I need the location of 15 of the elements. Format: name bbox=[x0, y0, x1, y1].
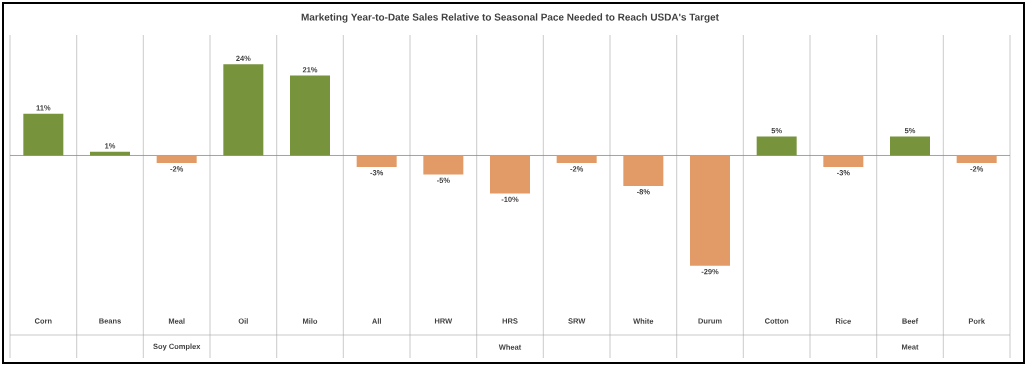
bar bbox=[623, 155, 664, 186]
bar bbox=[490, 155, 531, 194]
bar bbox=[556, 155, 597, 164]
bar bbox=[690, 155, 731, 266]
chart-title: Marketing Year-to-Date Sales Relative to Seasonal Pace Needed to Reach USDA's Target bbox=[301, 13, 719, 23]
bar bbox=[23, 113, 64, 156]
bar bbox=[756, 136, 797, 156]
bar bbox=[290, 75, 331, 156]
bar bbox=[223, 64, 264, 156]
bar bbox=[356, 155, 397, 167]
bar bbox=[890, 136, 931, 156]
bar bbox=[956, 155, 997, 164]
bar bbox=[823, 155, 864, 167]
bar bbox=[156, 155, 197, 164]
bar bbox=[423, 155, 464, 175]
